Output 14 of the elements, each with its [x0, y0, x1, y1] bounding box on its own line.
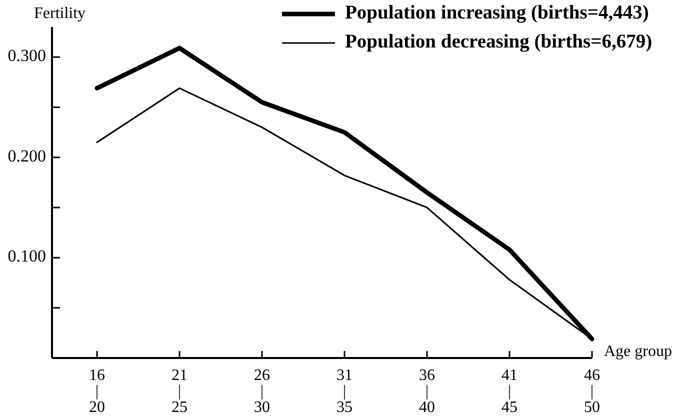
y-axis-title: Fertility: [34, 5, 86, 22]
legend-label: Population increasing (births=4,443): [345, 2, 649, 24]
x-tick-label: 31|35: [336, 367, 352, 416]
x-tick-label: 21|25: [172, 367, 188, 416]
y-tick-label: 0.300: [8, 46, 46, 65]
legend-label: Population decreasing (births=6,679): [345, 31, 652, 52]
x-tick-label: 16|20: [89, 367, 105, 416]
x-tick-label: 46|50: [584, 367, 600, 416]
x-tick-label: 36|40: [419, 367, 435, 416]
x-axis-title: Age group: [604, 343, 672, 360]
x-tick-label: 26|30: [254, 367, 270, 416]
x-tick-label: 41|45: [502, 367, 518, 416]
y-tick-label: 0.100: [8, 246, 46, 266]
y-tick-label: 0.200: [8, 146, 46, 166]
